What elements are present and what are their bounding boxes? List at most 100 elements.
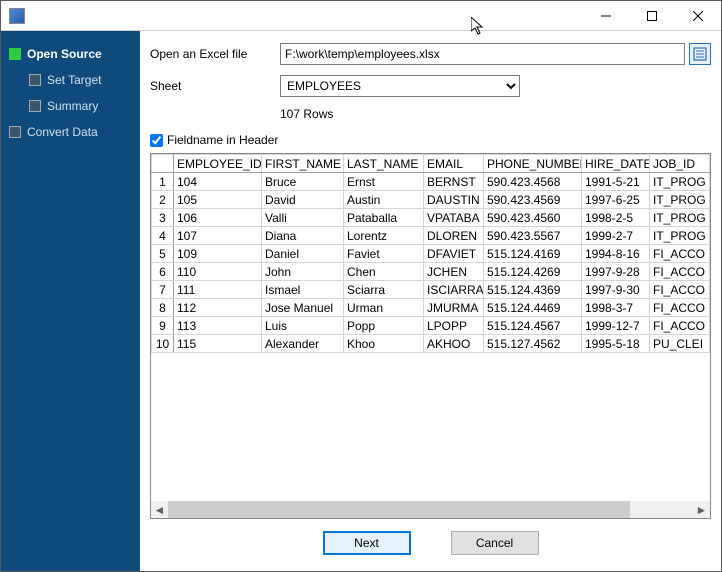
sidebar-item-summary[interactable]: Summary bbox=[1, 93, 140, 119]
table-cell: LPOPP bbox=[424, 317, 484, 335]
sidebar-item-convert-data[interactable]: Convert Data bbox=[1, 119, 140, 145]
sidebar-item-label: Convert Data bbox=[27, 125, 98, 139]
table-cell: 1998-2-5 bbox=[582, 209, 650, 227]
table-cell: BERNST bbox=[424, 173, 484, 191]
column-header[interactable]: FIRST_NAME bbox=[262, 155, 344, 173]
sheet-select[interactable]: EMPLOYEES bbox=[280, 75, 520, 97]
scroll-right-icon[interactable]: ► bbox=[693, 501, 710, 518]
step-marker-icon bbox=[29, 100, 41, 112]
table-cell: Jose Manuel bbox=[262, 299, 344, 317]
table-cell: Khoo bbox=[344, 335, 424, 353]
table-cell: ISCIARRA bbox=[424, 281, 484, 299]
table-cell: 110 bbox=[174, 263, 262, 281]
table-cell: Luis bbox=[262, 317, 344, 335]
table-cell: FI_ACCO bbox=[650, 245, 710, 263]
table-cell: 1999-12-7 bbox=[582, 317, 650, 335]
table-cell: Bruce bbox=[262, 173, 344, 191]
table-cell: Diana bbox=[262, 227, 344, 245]
table-cell: VPATABA bbox=[424, 209, 484, 227]
close-button[interactable] bbox=[675, 1, 721, 31]
fieldname-header-checkbox[interactable] bbox=[150, 134, 163, 147]
row-number-cell: 9 bbox=[152, 317, 174, 335]
table-cell: Sciarra bbox=[344, 281, 424, 299]
column-header[interactable]: JOB_ID bbox=[650, 155, 710, 173]
data-table-container: EMPLOYEE_IDFIRST_NAMELAST_NAMEEMAILPHONE… bbox=[150, 153, 711, 519]
table-row[interactable]: 6110JohnChenJCHEN515.124.42691997-9-28FI… bbox=[152, 263, 710, 281]
column-header[interactable]: EMAIL bbox=[424, 155, 484, 173]
table-cell: Pataballa bbox=[344, 209, 424, 227]
table-cell: 590.423.4568 bbox=[484, 173, 582, 191]
table-cell: David bbox=[262, 191, 344, 209]
table-row[interactable]: 9113LuisPoppLPOPP515.124.45671999-12-7FI… bbox=[152, 317, 710, 335]
sidebar-item-set-target[interactable]: Set Target bbox=[1, 67, 140, 93]
table-row[interactable]: 1104BruceErnstBERNST590.423.45681991-5-2… bbox=[152, 173, 710, 191]
row-number-cell: 7 bbox=[152, 281, 174, 299]
browse-icon bbox=[693, 47, 707, 61]
minimize-button[interactable] bbox=[583, 1, 629, 31]
table-cell: FI_ACCO bbox=[650, 263, 710, 281]
table-row[interactable]: 5109DanielFavietDFAVIET515.124.41691994-… bbox=[152, 245, 710, 263]
row-number-cell: 3 bbox=[152, 209, 174, 227]
table-cell: Chen bbox=[344, 263, 424, 281]
table-cell: JMURMA bbox=[424, 299, 484, 317]
table-cell: FI_ACCO bbox=[650, 317, 710, 335]
table-cell: 115 bbox=[174, 335, 262, 353]
table-cell: 515.124.4469 bbox=[484, 299, 582, 317]
table-cell: Austin bbox=[344, 191, 424, 209]
table-row[interactable]: 2105DavidAustinDAUSTIN590.423.45691997-6… bbox=[152, 191, 710, 209]
table-cell: John bbox=[262, 263, 344, 281]
maximize-button[interactable] bbox=[629, 1, 675, 31]
table-cell: AKHOO bbox=[424, 335, 484, 353]
table-cell: IT_PROG bbox=[650, 173, 710, 191]
sidebar-item-label: Set Target bbox=[47, 73, 101, 87]
sheet-label: Sheet bbox=[150, 79, 280, 93]
column-header[interactable]: EMPLOYEE_ID bbox=[174, 155, 262, 173]
scroll-left-icon[interactable]: ◄ bbox=[151, 501, 168, 518]
scrollbar-thumb[interactable] bbox=[168, 501, 630, 518]
column-header[interactable]: LAST_NAME bbox=[344, 155, 424, 173]
table-cell: 590.423.5567 bbox=[484, 227, 582, 245]
sidebar-item-open-source[interactable]: Open Source bbox=[1, 41, 140, 67]
table-cell: FI_ACCO bbox=[650, 281, 710, 299]
row-number-cell: 1 bbox=[152, 173, 174, 191]
table-cell: Faviet bbox=[344, 245, 424, 263]
table-cell: Daniel bbox=[262, 245, 344, 263]
column-header[interactable]: HIRE_DATE bbox=[582, 155, 650, 173]
table-row[interactable]: 10115AlexanderKhooAKHOO515.127.45621995-… bbox=[152, 335, 710, 353]
column-header[interactable]: PHONE_NUMBER bbox=[484, 155, 582, 173]
table-cell: 1991-5-21 bbox=[582, 173, 650, 191]
table-cell: 106 bbox=[174, 209, 262, 227]
row-number-cell: 10 bbox=[152, 335, 174, 353]
table-cell: 1997-9-28 bbox=[582, 263, 650, 281]
table-cell: 1998-3-7 bbox=[582, 299, 650, 317]
table-cell: 590.423.4560 bbox=[484, 209, 582, 227]
table-row[interactable]: 3106ValliPataballaVPATABA590.423.4560199… bbox=[152, 209, 710, 227]
row-number-cell: 5 bbox=[152, 245, 174, 263]
table-cell: FI_ACCO bbox=[650, 299, 710, 317]
table-cell: 107 bbox=[174, 227, 262, 245]
table-cell: Ismael bbox=[262, 281, 344, 299]
table-cell: Valli bbox=[262, 209, 344, 227]
table-row[interactable]: 7111IsmaelSciarraISCIARRA515.124.4369199… bbox=[152, 281, 710, 299]
row-number-header bbox=[152, 155, 174, 173]
table-cell: Ernst bbox=[344, 173, 424, 191]
row-number-cell: 4 bbox=[152, 227, 174, 245]
cancel-button[interactable]: Cancel bbox=[451, 531, 539, 555]
sidebar-item-label: Summary bbox=[47, 99, 98, 113]
next-button[interactable]: Next bbox=[323, 531, 411, 555]
table-cell: IT_PROG bbox=[650, 209, 710, 227]
table-cell: 111 bbox=[174, 281, 262, 299]
table-cell: IT_PROG bbox=[650, 191, 710, 209]
table-cell: 515.124.4169 bbox=[484, 245, 582, 263]
table-row[interactable]: 4107DianaLorentzDLOREN590.423.55671999-2… bbox=[152, 227, 710, 245]
browse-button[interactable] bbox=[689, 43, 711, 65]
horizontal-scrollbar[interactable]: ◄ ► bbox=[151, 501, 710, 518]
table-row[interactable]: 8112Jose ManuelUrmanJMURMA515.124.446919… bbox=[152, 299, 710, 317]
table-cell: 1999-2-7 bbox=[582, 227, 650, 245]
app-icon bbox=[9, 8, 25, 24]
table-cell: 113 bbox=[174, 317, 262, 335]
fieldname-header-label: Fieldname in Header bbox=[167, 133, 278, 147]
table-cell: 104 bbox=[174, 173, 262, 191]
table-cell: DFAVIET bbox=[424, 245, 484, 263]
file-path-input[interactable] bbox=[280, 43, 685, 65]
